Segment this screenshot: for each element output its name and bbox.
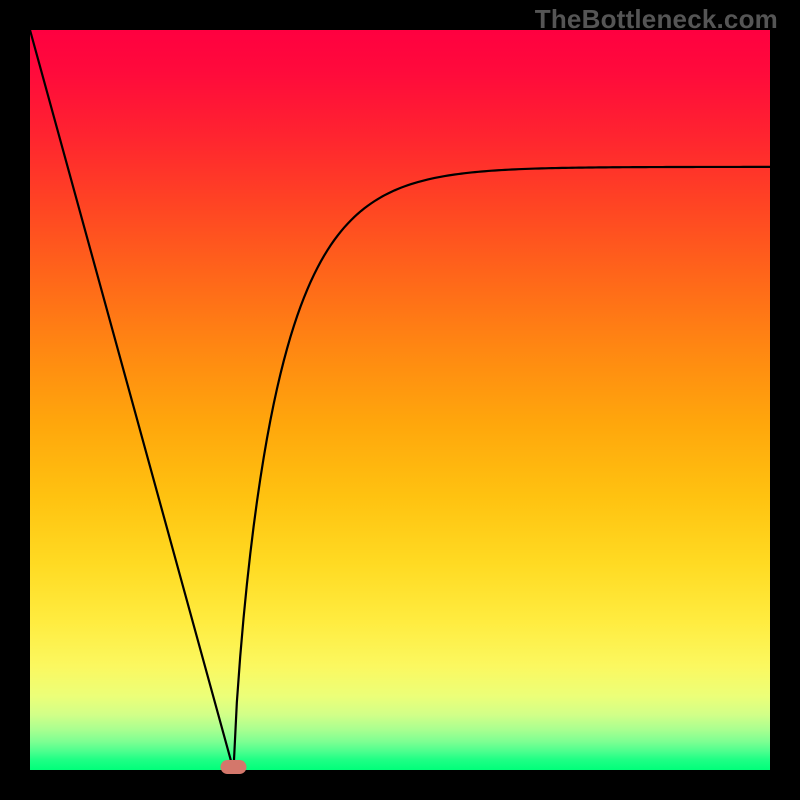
chart-svg — [0, 0, 800, 800]
watermark-text: TheBottleneck.com — [535, 4, 778, 35]
chart-frame — [0, 0, 800, 800]
plot-background — [30, 30, 770, 770]
minimum-marker — [221, 760, 247, 774]
